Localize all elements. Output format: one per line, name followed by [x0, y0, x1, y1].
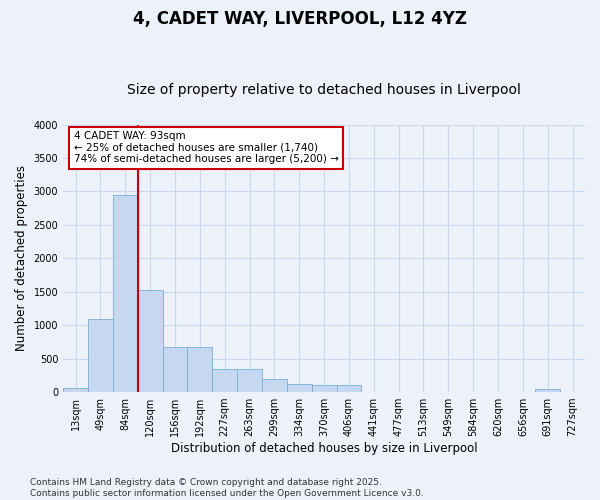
Text: 4, CADET WAY, LIVERPOOL, L12 4YZ: 4, CADET WAY, LIVERPOOL, L12 4YZ — [133, 10, 467, 28]
Bar — [262, 378, 287, 392]
Bar — [287, 384, 311, 392]
Bar — [88, 318, 113, 392]
Text: Contains HM Land Registry data © Crown copyright and database right 2025.
Contai: Contains HM Land Registry data © Crown c… — [30, 478, 424, 498]
Bar — [113, 195, 138, 392]
X-axis label: Distribution of detached houses by size in Liverpool: Distribution of detached houses by size … — [171, 442, 478, 455]
Title: Size of property relative to detached houses in Liverpool: Size of property relative to detached ho… — [127, 83, 521, 97]
Bar — [187, 346, 212, 392]
Bar — [138, 290, 163, 392]
Bar — [63, 388, 88, 392]
Text: 4 CADET WAY: 93sqm
← 25% of detached houses are smaller (1,740)
74% of semi-deta: 4 CADET WAY: 93sqm ← 25% of detached hou… — [74, 131, 338, 164]
Bar — [237, 370, 262, 392]
Bar — [163, 346, 187, 392]
Bar — [535, 390, 560, 392]
Bar — [212, 370, 237, 392]
Y-axis label: Number of detached properties: Number of detached properties — [15, 166, 28, 352]
Bar — [337, 384, 361, 392]
Bar — [311, 384, 337, 392]
